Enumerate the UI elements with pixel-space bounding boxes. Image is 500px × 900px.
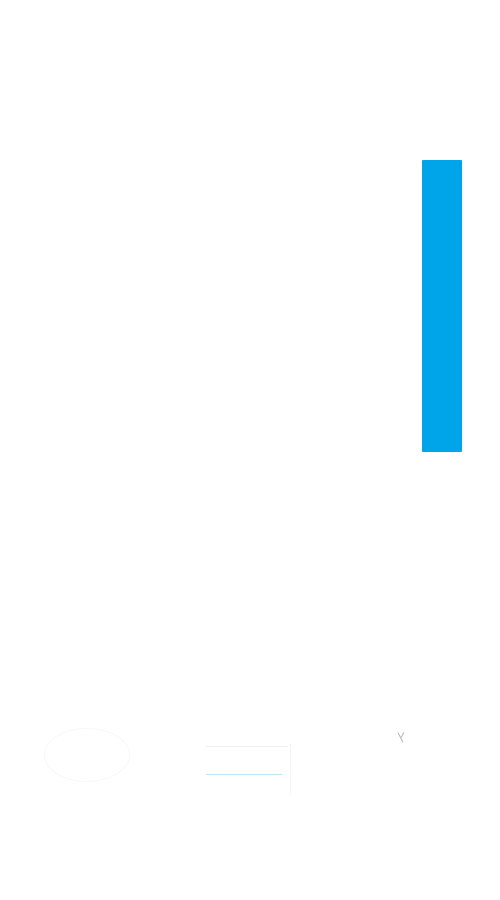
side-panel-tab[interactable] <box>422 160 462 452</box>
ring-icon[interactable] <box>44 728 130 782</box>
bottom-controls <box>40 718 420 798</box>
bar-line-top <box>206 746 288 747</box>
bar-line-bottom <box>206 774 282 775</box>
close-mark-icon[interactable] <box>396 732 406 744</box>
bar-tick <box>286 744 291 794</box>
bars-icon[interactable] <box>206 732 292 796</box>
